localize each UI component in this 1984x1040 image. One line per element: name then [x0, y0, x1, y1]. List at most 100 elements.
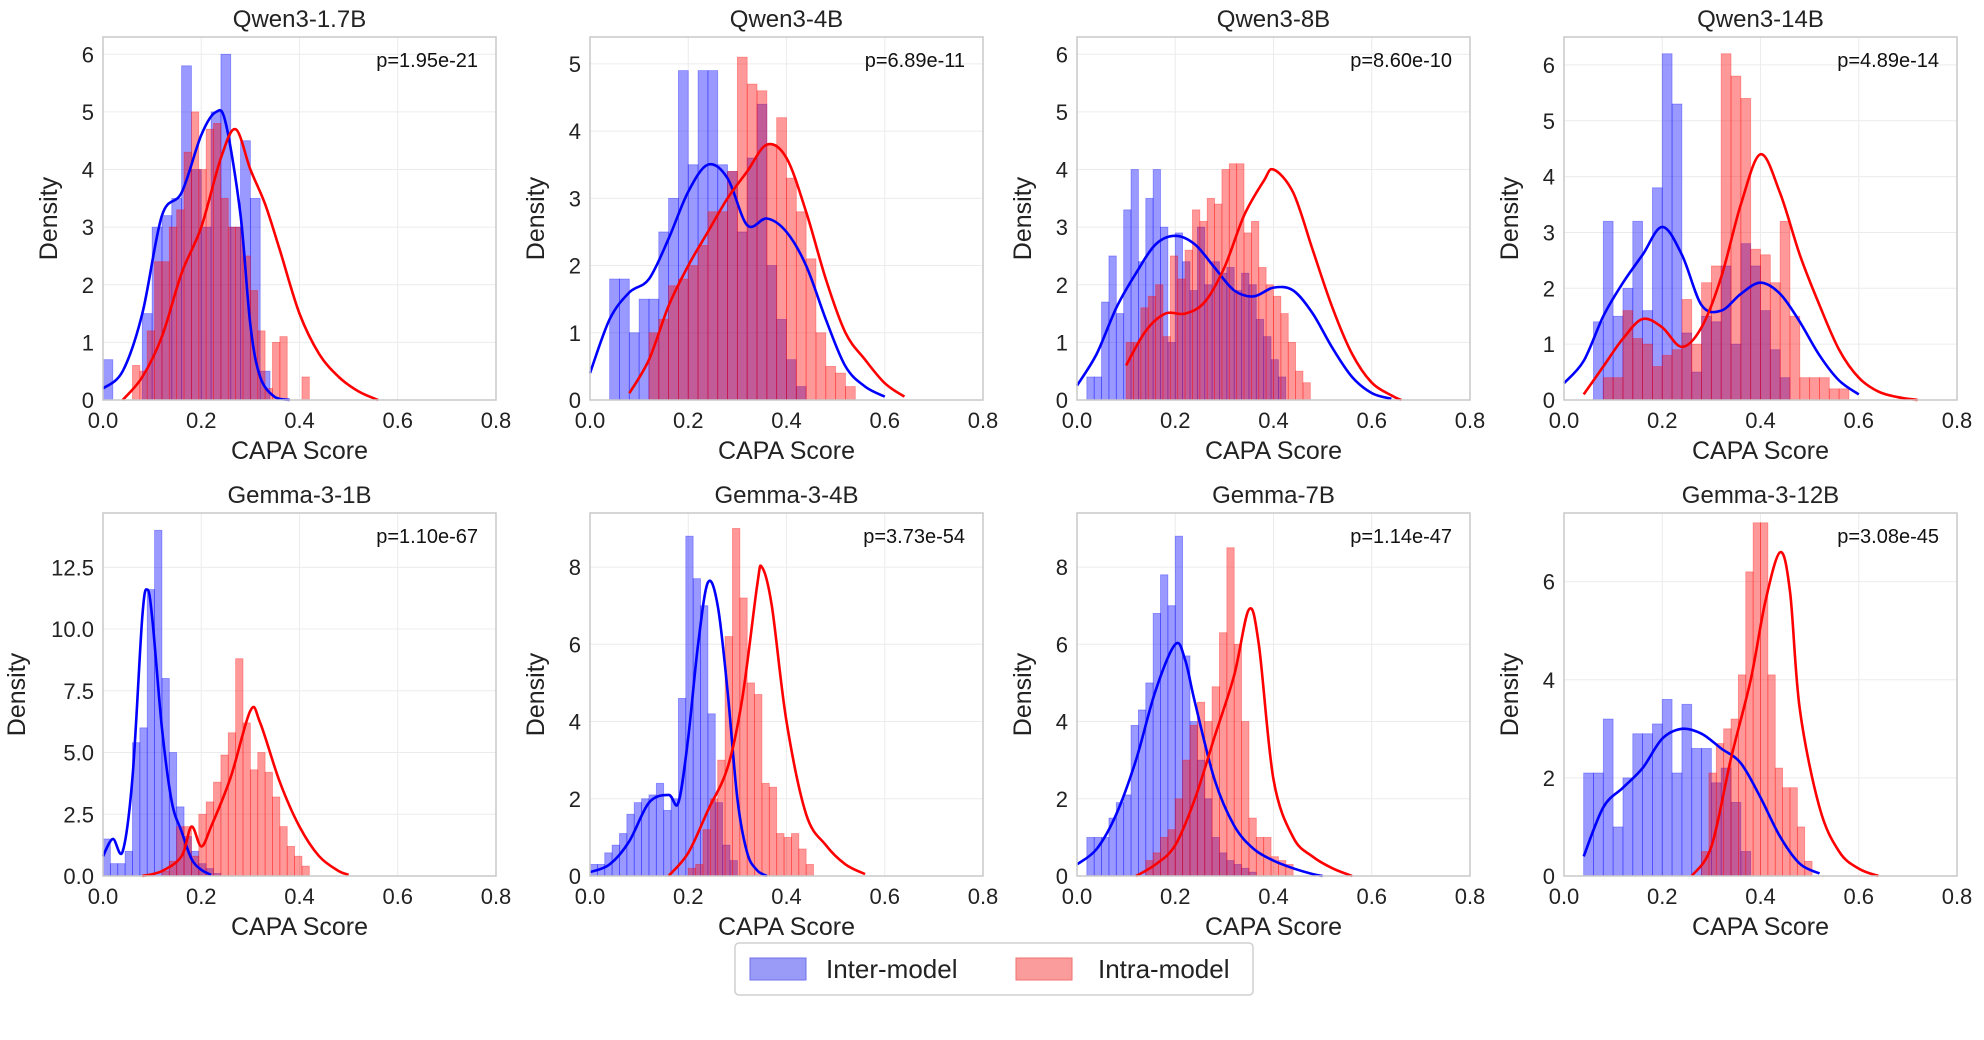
- hist-bar-intra: [835, 372, 846, 401]
- x-tick-label: 0.2: [1647, 884, 1678, 909]
- hist-bar-intra: [746, 682, 755, 877]
- y-tick-label: 2: [82, 273, 94, 298]
- hist-bar-intra: [301, 376, 310, 401]
- x-tick-label: 0.4: [771, 884, 802, 909]
- x-tick-label: 0.0: [1549, 884, 1580, 909]
- kde-line-intra: [1690, 550, 1879, 878]
- hist-bar-intra: [1750, 248, 1761, 401]
- legend-swatch-intra: [1015, 957, 1073, 981]
- axes-frame: [1563, 512, 1958, 877]
- x-tick-label: 0.8: [968, 408, 999, 433]
- kde-line-intra: [121, 127, 379, 402]
- hist-bar-intra: [1769, 282, 1781, 401]
- y-axis-label: Density: [1009, 652, 1037, 736]
- hist-bar-inter: [1086, 376, 1095, 401]
- hist-bar-intra: [776, 117, 787, 401]
- hist-bar-inter: [1101, 836, 1110, 877]
- x-tick-label: 0.4: [284, 884, 315, 909]
- y-tick-label: 5: [569, 52, 581, 77]
- hist-bar-intra: [1265, 284, 1274, 401]
- hist-bar-intra: [1632, 338, 1644, 401]
- axes-frame: [1076, 512, 1471, 877]
- hist-bar-intra: [264, 771, 273, 877]
- axes-frame: [589, 512, 984, 877]
- hist-bar-intra: [1740, 98, 1752, 401]
- kde-line-inter: [1563, 225, 1860, 396]
- hist-bar-intra: [727, 171, 738, 401]
- y-tick-label: 3: [82, 215, 94, 240]
- hist-bar-inter: [117, 863, 126, 877]
- y-axis-label: Density: [1496, 176, 1524, 260]
- hist-bar-intra: [1708, 772, 1717, 877]
- hist-bar-intra: [756, 90, 768, 401]
- hist-bar-inter: [609, 278, 620, 401]
- hist-bar-intra: [227, 732, 237, 877]
- kde-line-intra: [141, 705, 350, 878]
- hist-bar-intra: [1214, 203, 1223, 401]
- hist-bar-intra: [776, 833, 785, 877]
- y-tick-label: 4: [569, 710, 581, 735]
- axes-frame: [102, 512, 497, 877]
- hist-bar-intra: [1767, 674, 1776, 877]
- panel-qwen3-8b: 0.0 0.2 0.4 0.6 0.8 0 1 2 3 4 5 6 Qwen3-8B CAPA Score…: [1009, 6, 1485, 465]
- y-tick-label: 0: [569, 388, 581, 413]
- p-value-annotation: p=6.89e-11: [865, 50, 965, 72]
- hist-bar-intra: [242, 722, 251, 877]
- p-value-annotation: p=1.10e-67: [376, 526, 478, 548]
- hist-bar-intra: [1155, 284, 1164, 401]
- hist-bar-inter: [1661, 699, 1673, 877]
- panel-gemma-3-4b: 0.0 0.2 0.4 0.6 0.8 0 2 4 6 8 Gemma-3-4B CAPA Score…: [522, 482, 998, 941]
- hist-bar-intra: [1671, 349, 1683, 401]
- x-tick-label: 0.2: [1160, 408, 1191, 433]
- kde-line-intra: [667, 564, 866, 877]
- chart-title: Gemma-3-1B: [227, 482, 371, 509]
- hist-bar-intra: [257, 330, 266, 401]
- hist-bar-intra: [845, 386, 856, 401]
- y-tick-label: 0: [1056, 864, 1068, 889]
- kde-line-intra: [1135, 607, 1353, 878]
- legend-frame: [734, 942, 1254, 996]
- hist-bar-intra: [279, 336, 288, 401]
- hist-bar-intra: [766, 144, 778, 401]
- hist-bar-intra: [213, 781, 222, 877]
- x-tick-label: 0.6: [1843, 408, 1874, 433]
- x-tick-label: 0.4: [1258, 408, 1289, 433]
- y-tick-label: 4: [569, 119, 581, 144]
- y-tick-label: 8: [1056, 555, 1068, 580]
- hist-bar-intra: [1710, 265, 1722, 401]
- x-tick-label: 0.6: [1356, 884, 1387, 909]
- y-tick-label: 6: [1543, 570, 1555, 595]
- y-tick-label: 5.0: [63, 741, 94, 766]
- hist-bar-intra: [648, 332, 660, 401]
- x-tick-label: 0.2: [1160, 884, 1191, 909]
- hist-bar-intra: [1243, 232, 1252, 401]
- hist-bar-intra: [1184, 249, 1193, 401]
- axes-frame: [1563, 36, 1958, 401]
- kde-line-inter: [589, 579, 768, 878]
- y-tick-label: 0: [1056, 388, 1068, 413]
- x-tick-label: 0.6: [869, 408, 900, 433]
- y-tick-label: 2.5: [63, 802, 94, 827]
- chart-title: Gemma-3-4B: [714, 482, 858, 509]
- x-axis-label: CAPA Score: [1692, 913, 1829, 941]
- p-value-annotation: p=4.89e-14: [1837, 50, 1939, 72]
- hist-bar-intra: [205, 128, 214, 401]
- hist-bar-intra: [1295, 370, 1304, 401]
- hist-bar-inter: [1130, 724, 1139, 877]
- y-tick-label: 4: [1543, 165, 1555, 190]
- legend: Inter-model Intra-model: [734, 942, 1254, 996]
- x-tick-label: 0.4: [771, 408, 802, 433]
- hist-bar-intra: [795, 211, 807, 401]
- hist-bar-intra: [1228, 163, 1238, 401]
- hist-bar-intra: [1236, 163, 1245, 401]
- hist-bar-inter: [1612, 826, 1624, 877]
- x-tick-label: 0.2: [673, 884, 704, 909]
- y-tick-label: 2: [1543, 276, 1555, 301]
- hist-bar-intra: [272, 796, 281, 877]
- hist-bar-intra: [1602, 377, 1614, 401]
- hist-bar-intra: [1799, 377, 1811, 401]
- y-axis-label: Density: [3, 652, 31, 736]
- x-tick-label: 0.2: [673, 408, 704, 433]
- x-axis-label: CAPA Score: [718, 913, 855, 941]
